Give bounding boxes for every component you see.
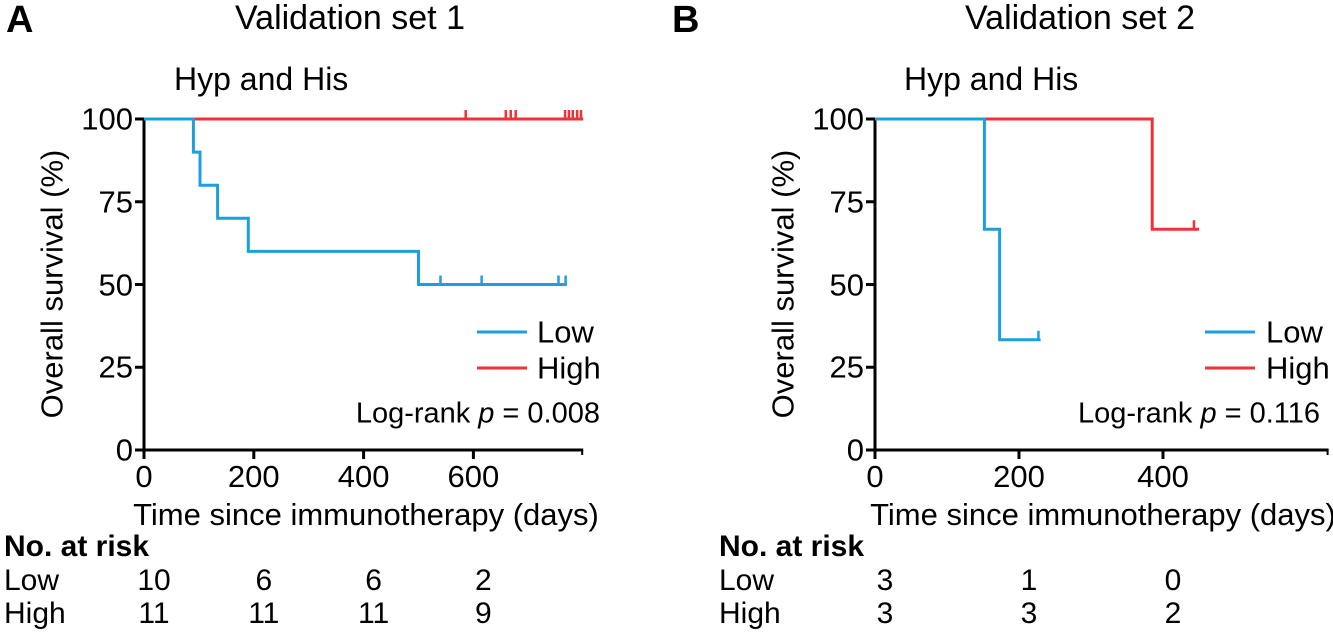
panel-b-y-tick-label: 75	[829, 184, 864, 220]
km-curve-low-b	[875, 117, 1041, 342]
panel-a-x-tick-label: 0	[135, 459, 153, 494]
panel-b-x-tick-label: 200	[993, 459, 1045, 494]
panel-a-logrank-text: Log-rank p = 0.008	[356, 398, 600, 429]
panel-b-logrank-label: Log-rank	[1077, 397, 1193, 430]
panel-a-at-risk-value: 9	[475, 597, 492, 630]
panel-a-at-risk-value: 11	[248, 597, 280, 630]
panel-b-y-tick-label: 100	[812, 101, 864, 137]
panel-b-letter: B	[672, 0, 700, 41]
panel-b-at-risk-value: 3	[1020, 597, 1038, 630]
panel-a-at-risk-value: 11	[358, 597, 390, 630]
panel-b-y-tick-label: 50	[829, 266, 864, 302]
panel-b-logrank-value: = 0.116	[1224, 397, 1320, 430]
panel-a-at-risk-row-label-high: High	[4, 597, 66, 630]
panel-b-y-tick-label: 0	[846, 432, 864, 468]
panel-b-subtitle: Hyp and His	[904, 61, 1079, 97]
panel-b-logrank-text: Log-rank p = 0.116	[1078, 398, 1320, 429]
panel-a-logrank-p-symbol: p	[478, 397, 495, 430]
panel-b-logrank-p-symbol: p	[1200, 397, 1217, 430]
panel-a-x-axis-title: Time since immunotherapy (days)	[133, 497, 599, 532]
panel-b-at-risk-value: 3	[876, 564, 894, 597]
panel-a-legend-label-low: Low	[537, 314, 594, 350]
panel-b-y-axis-title: Overall survival (%)	[765, 149, 801, 419]
panel-a-at-risk-value: 10	[137, 564, 171, 597]
panel-a-at-risk-row-label-low: Low	[4, 564, 60, 597]
panel-a-logrank-value: = 0.008	[502, 397, 600, 430]
km-curve-high-b	[875, 117, 1199, 231]
panel-a-at-risk-header: No. at risk	[4, 530, 150, 563]
panel-b-at-risk-row-label-low: Low	[719, 564, 775, 597]
panel-a-title: Validation set 1	[235, 0, 465, 37]
panel-b-x-tick-label: 0	[866, 459, 884, 494]
panel-b-at-risk-value: 3	[876, 597, 894, 630]
panel-a-y-axis-title: Overall survival (%)	[34, 149, 70, 419]
panel-b-x-tick-label: 400	[1137, 459, 1189, 494]
panel-a-logrank-label: Log-rank	[355, 397, 471, 430]
panel-a-letter: A	[6, 0, 34, 41]
panel-b-x-axis-title: Time since immunotherapy (days)	[870, 497, 1333, 532]
panel-a-x-tick-label: 200	[227, 459, 280, 494]
panel-b-at-risk-row-label-high: High	[719, 597, 781, 630]
panel-a-y-tick-label: 100	[81, 101, 133, 137]
panel-b-at-risk-value: 1	[1020, 564, 1038, 597]
panel-a-x-tick-label: 600	[447, 459, 500, 494]
km-curve-low-a	[144, 117, 567, 286]
panel-b-at-risk-header: No. at risk	[719, 530, 865, 563]
panel-a-y-tick-label: 75	[98, 184, 133, 220]
panel-a-at-risk-value: 6	[255, 564, 273, 597]
panel-b-legend-label-low: Low	[1266, 314, 1323, 350]
panel-b-y-tick-label: 25	[829, 349, 864, 385]
panel-a-x-tick-label: 400	[337, 459, 390, 494]
panel-b-at-risk-value: 0	[1164, 564, 1182, 597]
panel-b-legend-label-high: High	[1266, 350, 1330, 386]
panel-a-legend-label-high: High	[537, 350, 601, 386]
panel-a-y-tick-label: 0	[115, 432, 133, 468]
panel-a-at-risk-value: 11	[138, 597, 170, 630]
panel-a-y-tick-label: 25	[98, 349, 133, 385]
panel-b-title: Validation set 2	[965, 0, 1195, 37]
panel-a-subtitle: Hyp and His	[174, 61, 349, 97]
panel-a-at-risk-value: 2	[475, 564, 492, 597]
panel-b-at-risk-value: 2	[1164, 597, 1182, 630]
panel-a-at-risk-value: 6	[365, 564, 382, 597]
panel-a-y-tick-label: 50	[98, 266, 133, 302]
